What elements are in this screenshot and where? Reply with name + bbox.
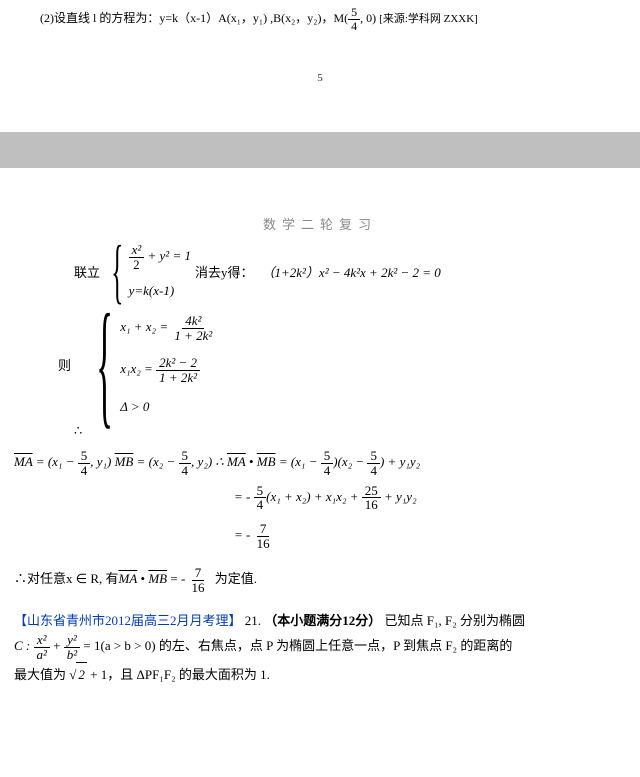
vieta-product: x₁x₂ = 2k² − 21 + 2k² bbox=[120, 356, 215, 384]
doc-header: 数学二轮复习 bbox=[0, 214, 640, 233]
vector-mb: MB bbox=[115, 455, 134, 470]
conclusion-line: ∴对任意x ∈ R, 有MA • MB = - 716 为定值. bbox=[14, 566, 626, 594]
fraction: 54 bbox=[78, 449, 91, 477]
vieta-sum: x₁ + x₂ = 4k²1 + 2k² bbox=[120, 314, 215, 342]
fraction: y²b² bbox=[64, 633, 80, 661]
problem-line-2: (2)设直线 l 的方程为：y=k（x-1）A(x₁，y₁) ,B(x₂，y₂)… bbox=[0, 0, 640, 32]
page: (2)设直线 l 的方程为：y=k（x-1）A(x₁，y₁) ,B(x₂，y₂)… bbox=[0, 0, 640, 695]
fraction: 54 bbox=[367, 449, 380, 477]
system-stack: x²2 + y² = 1 y=k(x-1) bbox=[129, 241, 191, 301]
fraction: x²a² bbox=[34, 633, 50, 661]
question-text: + 1，且 ΔPF₁F₂ 的最大面积为 1. bbox=[87, 667, 270, 682]
text: , 0) bbox=[360, 11, 376, 25]
elim-text: 消去y得： bbox=[195, 262, 254, 281]
therefore-symbol: ∴ bbox=[74, 423, 626, 439]
label-ze: 则 bbox=[58, 355, 71, 374]
ma-mb-expansion: MA = (x₁ − 54, y₁) MB = (x₂ − 54, y₂) ∴ … bbox=[14, 449, 626, 477]
sqrt-expr: √2 bbox=[69, 667, 87, 682]
fraction: x²2 bbox=[129, 243, 145, 271]
discriminant: Δ > 0 bbox=[120, 399, 215, 415]
system-1: 联立 { x²2 + y² = 1 y=k(x-1) 消去y得： （1+2k²）… bbox=[74, 241, 626, 301]
fraction-5-4: 54 bbox=[348, 6, 360, 32]
brace-icon: { bbox=[111, 241, 123, 301]
vector-mb: MB bbox=[257, 455, 276, 470]
expansion-step-2: = - 54(x₁ + x₂) + x₁x₂ + 2516 + y₁y₂ bbox=[234, 484, 626, 512]
question-text: = 1(a > b > 0) 的左、右焦点，点 P 为椭圆上任意一点，P 到焦点… bbox=[80, 638, 512, 653]
question-text: 最大值为 bbox=[14, 667, 69, 682]
fraction: 2516 bbox=[362, 484, 381, 512]
page-number: 5 bbox=[0, 72, 640, 84]
vieta-stack: x₁ + x₂ = 4k²1 + 2k² x₁x₂ = 2k² − 21 + 2… bbox=[120, 312, 215, 417]
ellipse-label: C : bbox=[14, 638, 34, 653]
expansion-result: = - 716 bbox=[234, 522, 626, 550]
fraction: 716 bbox=[189, 566, 208, 594]
text: (2)设直线 l 的方程为：y=k（x-1）A(x₁，y₁) ,B(x₂，y₂)… bbox=[40, 11, 348, 25]
quadratic-result: （1+2k²）x² − 4k²x + 2k² − 2 = 0 bbox=[261, 262, 440, 281]
brace-icon: { bbox=[96, 309, 113, 419]
eq-ellipse: x²2 + y² = 1 bbox=[129, 243, 191, 271]
solution-content: 联立 { x²2 + y² = 1 y=k(x-1) 消去y得： （1+2k²）… bbox=[0, 241, 640, 695]
fraction: 54 bbox=[321, 449, 334, 477]
fraction: 54 bbox=[254, 484, 267, 512]
question-points: （本小题满分12分） bbox=[264, 613, 381, 628]
fraction: 4k²1 + 2k² bbox=[171, 314, 215, 342]
source-tag: [来源:学科网 ZXXK] bbox=[379, 13, 478, 25]
vector-ma: MA bbox=[14, 455, 33, 470]
eq-line: y=k(x-1) bbox=[129, 283, 191, 299]
question-21: 【山东省青州市2012届高三2月月考理】 21. （本小题满分12分） 已知点 … bbox=[14, 609, 626, 688]
label-lianli: 联立 bbox=[74, 262, 100, 281]
vector-ma: MA bbox=[227, 455, 246, 470]
fraction: 2k² − 21 + 2k² bbox=[156, 356, 200, 384]
question-number: 21. bbox=[245, 613, 261, 628]
fraction: 716 bbox=[254, 522, 273, 550]
vector-ma: MA bbox=[119, 571, 138, 586]
fraction: 54 bbox=[179, 449, 192, 477]
question-text: 已知点 F₁, F₂ 分别为椭圆 bbox=[385, 613, 526, 628]
page-divider-band bbox=[0, 132, 640, 168]
vector-mb: MB bbox=[148, 571, 167, 586]
question-source: 【山东省青州市2012届高三2月月考理】 bbox=[14, 613, 242, 628]
system-2: 则 { x₁ + x₂ = 4k²1 + 2k² x₁x₂ = 2k² − 21… bbox=[58, 309, 626, 419]
